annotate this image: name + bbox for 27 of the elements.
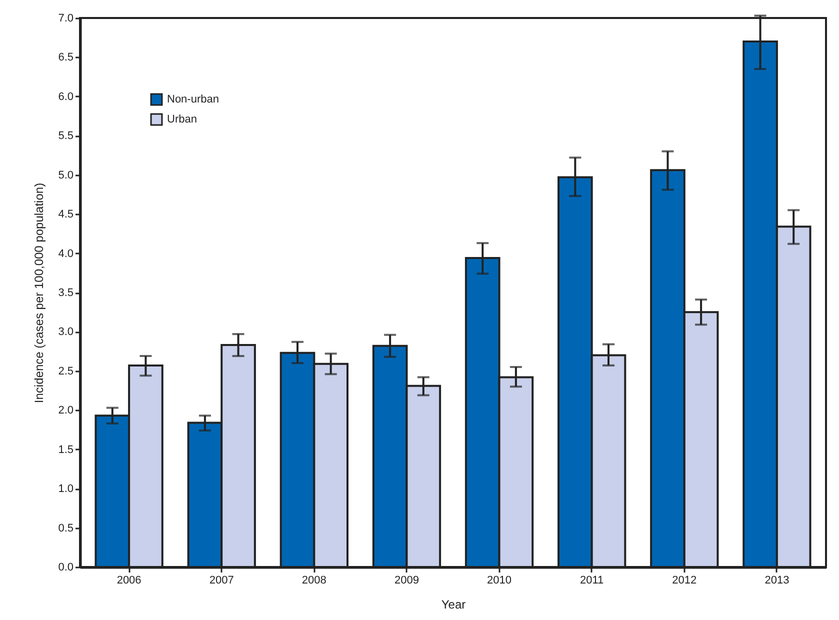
y-tick-label: 1.5 — [58, 444, 74, 456]
legend-label: Urban — [167, 114, 197, 126]
y-axis-title: Incidence (cases per 100,000 population) — [32, 182, 46, 404]
y-tick-label: 7.0 — [58, 12, 74, 24]
x-axis-title: Year — [441, 598, 466, 612]
y-tick-label: 2.5 — [58, 365, 74, 378]
x-tick-label: 2007 — [209, 574, 234, 586]
y-tick-label: 6.0 — [58, 90, 74, 103]
y-tick-label: 4.5 — [58, 208, 74, 221]
x-tick-label: 2010 — [487, 574, 512, 586]
x-tick-label: 2012 — [672, 574, 697, 586]
x-tick-label: 2011 — [580, 574, 604, 586]
y-tick-label: 1.0 — [58, 483, 74, 496]
y-tick-label: 3.5 — [58, 287, 74, 299]
y-tick-label: 5.5 — [58, 130, 74, 142]
y-tick-label: 5.0 — [58, 169, 74, 182]
legend-label: Non-urban — [167, 94, 219, 106]
y-tick-label: 0.5 — [58, 522, 74, 534]
x-tick-label: 2008 — [302, 574, 326, 586]
x-tick-label: 2009 — [394, 574, 419, 586]
y-tick-label: 4.0 — [58, 248, 74, 260]
x-tick-label: 2013 — [764, 574, 790, 586]
y-tick-label: 6.5 — [58, 52, 74, 64]
y-tick-label: 0.0 — [58, 562, 74, 574]
y-tick-label: 3.0 — [58, 326, 74, 338]
y-tick-label: 2.0 — [58, 404, 74, 417]
x-tick-label: 2006 — [116, 574, 142, 586]
